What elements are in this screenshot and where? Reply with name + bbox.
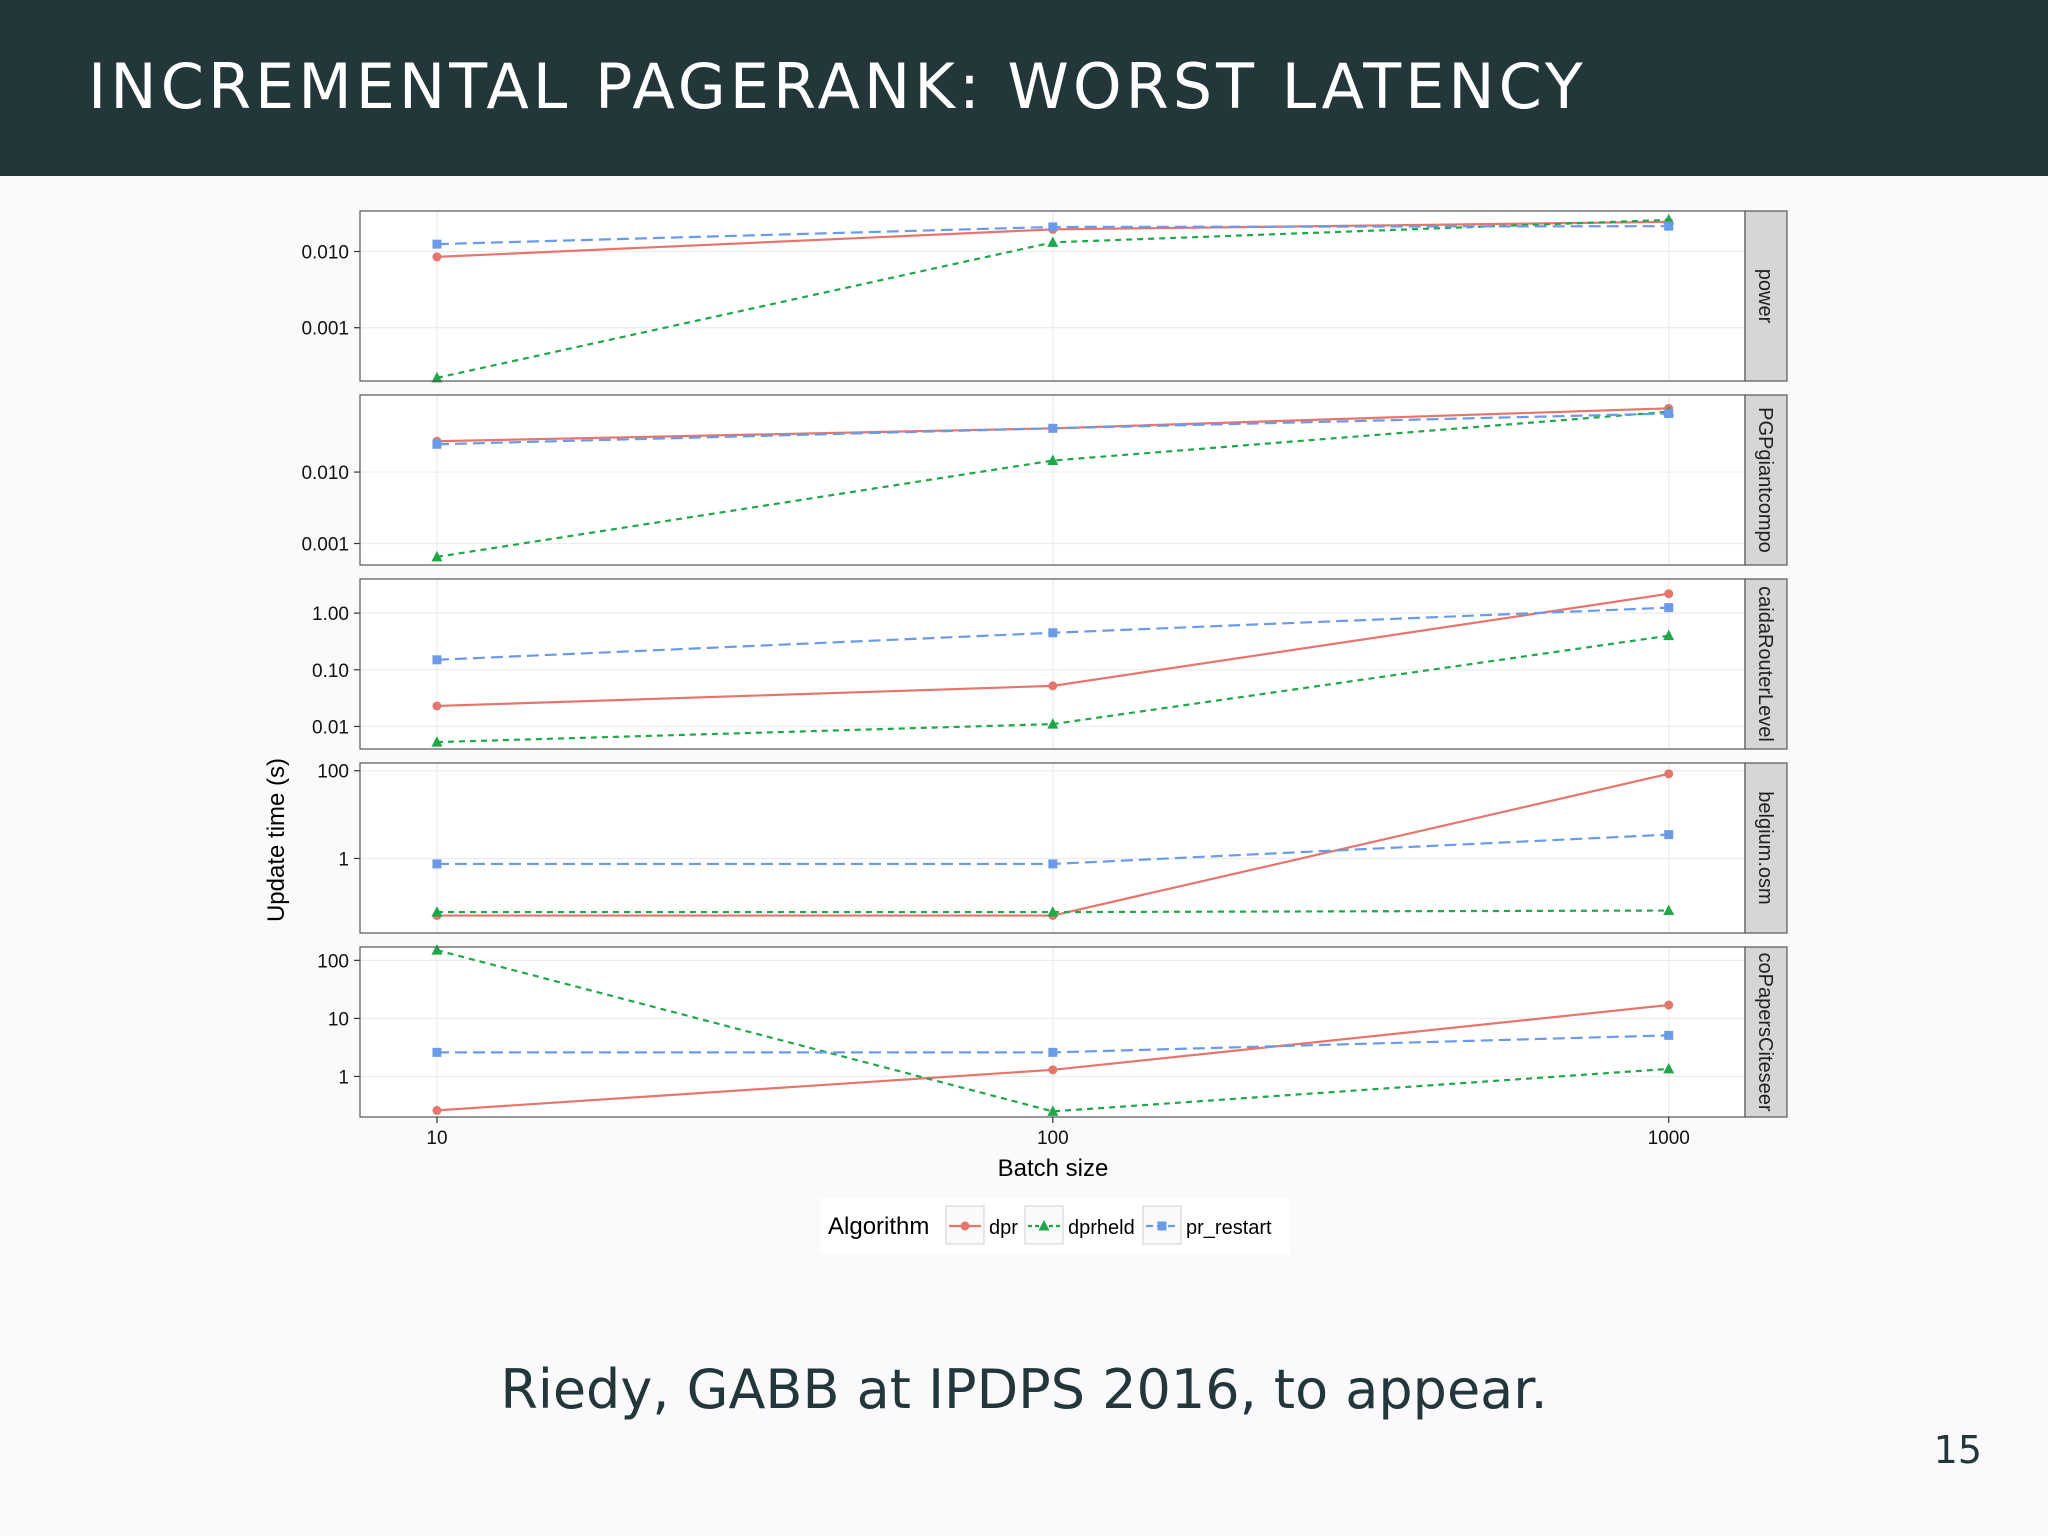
panel-copapersciteseer: 100 10 1 coPapersCiteseer [317, 944, 1788, 1118]
y-tick-label: 1 [338, 849, 349, 870]
data-point-dprheld [1047, 718, 1059, 729]
data-point-pr-restart [432, 859, 442, 869]
data-point-dprheld [431, 550, 443, 562]
slide-title: INCREMENTAL PAGERANK: WORST LATENCY [88, 50, 1587, 123]
data-point-pr-restart [1664, 409, 1674, 419]
data-point-dpr [1048, 681, 1058, 691]
y-axis-label: Update time (s) [263, 758, 290, 922]
data-point-dprheld [431, 944, 443, 955]
y-tick-label: 0.10 [312, 661, 349, 682]
legend-key-marker [960, 1221, 970, 1231]
y-tick-label: 100 [317, 762, 349, 783]
legend-key-marker [1157, 1221, 1167, 1231]
citation-caption: Riedy, GABB at IPDPS 2016, to appear. [500, 1358, 1548, 1421]
panels-layer: 0.010 0.001 power 0.010 0.001 PGPgiantcompo 1.… [301, 210, 1788, 1118]
data-point-dpr [1048, 1065, 1058, 1075]
legend-title: Algorithm [828, 1213, 929, 1240]
series-line-dprheld [436, 410, 1669, 558]
data-point-dpr [1664, 769, 1674, 779]
y-tick-label: 0.001 [301, 319, 349, 340]
facet-label: PGPgiantcompo [1754, 407, 1776, 553]
y-tick-label: 1 [338, 1067, 349, 1088]
data-point-dpr [432, 1105, 442, 1115]
data-point-pr-restart [432, 1047, 442, 1057]
page-number: 15 [1933, 1428, 1982, 1472]
title-bar: INCREMENTAL PAGERANK: WORST LATENCY [0, 0, 2048, 176]
x-tick-label: 10 [426, 1128, 447, 1149]
data-point-dprheld [1047, 1105, 1059, 1116]
y-tick-label: 1.00 [312, 604, 349, 625]
data-point-dprheld [431, 736, 443, 747]
data-point-pr-restart [432, 655, 442, 665]
x-tick-label: 1000 [1648, 1128, 1690, 1149]
legend-entry-dpr: dpr [945, 1205, 1018, 1245]
x-axis-label: Batch size [998, 1155, 1109, 1182]
legend-entry-pr-restart: pr_restart [1142, 1205, 1272, 1245]
facet-strip [1744, 762, 1788, 934]
data-point-pr-restart [432, 239, 442, 249]
legend: Algorithm dpr dprheld pr_restart [820, 1198, 1290, 1254]
panel-power: 0.010 0.001 power [301, 210, 1788, 383]
chart-figure: 0.010 0.001 power 0.010 0.001 PGPgiantcompo 1.… [0, 176, 2048, 1276]
data-point-dprheld [1663, 1062, 1675, 1074]
panel-belgium-osm: 100 1 belgium.osm [317, 762, 1788, 934]
series-line-dprheld [436, 909, 1669, 914]
facet-strip [1744, 946, 1788, 1118]
series-line-dprheld [436, 949, 1669, 1113]
data-point-dprheld [1047, 454, 1059, 466]
data-point-dpr [1664, 589, 1674, 599]
data-point-dprheld [1663, 904, 1675, 916]
data-point-dprheld [431, 371, 443, 383]
y-tick-label: 10 [328, 1009, 349, 1030]
y-tick-label: 100 [317, 951, 349, 972]
legend-label: pr_restart [1186, 1217, 1272, 1239]
data-point-dprheld [1047, 236, 1059, 247]
facet-label: belgium.osm [1754, 791, 1776, 904]
data-point-pr-restart [1048, 628, 1058, 638]
data-point-dprheld [1663, 629, 1675, 641]
data-point-pr-restart [1664, 830, 1674, 840]
y-tick-label: 0.010 [301, 463, 349, 484]
data-point-pr-restart [1664, 603, 1674, 613]
data-point-dpr [432, 252, 442, 262]
legend-entry-dprheld: dprheld [1024, 1205, 1135, 1245]
data-point-dpr [1664, 1000, 1674, 1010]
data-point-pr-restart [1048, 1047, 1058, 1057]
y-tick-label: 0.001 [301, 534, 349, 555]
y-tick-label: 0.01 [312, 717, 349, 738]
legend-label: dpr [989, 1217, 1018, 1239]
data-point-pr-restart [1664, 1030, 1674, 1040]
data-point-pr-restart [432, 439, 442, 449]
facet-label: coPapersCiteseer [1754, 953, 1776, 1112]
legend-label: dprheld [1068, 1217, 1135, 1239]
facet-label: caidaRouterLevel [1754, 586, 1776, 742]
faceted-line-chart: 0.010 0.001 power 0.010 0.001 PGPgiantcompo 1.… [263, 210, 1788, 1254]
y-tick-label: 0.010 [301, 243, 349, 264]
facet-strip [1744, 210, 1788, 382]
facet-label: power [1754, 269, 1776, 324]
legend-key-marker [1038, 1220, 1050, 1231]
data-point-pr-restart [1664, 221, 1674, 231]
facet-strip [1744, 394, 1788, 566]
x-tick-label: 100 [1037, 1128, 1069, 1149]
data-point-dprheld [1047, 906, 1059, 917]
data-point-pr-restart [1048, 859, 1058, 869]
data-point-pr-restart [1048, 423, 1058, 433]
data-point-dprheld [431, 906, 443, 917]
data-point-pr-restart [1048, 222, 1058, 232]
panel-caidarouterlevel: 1.00 0.10 0.01 caidaRouterLevel [312, 578, 1788, 750]
panel-pgpgiantcompo: 0.010 0.001 PGPgiantcompo [301, 394, 1788, 566]
facet-strip [1744, 578, 1788, 750]
data-point-dpr [432, 701, 442, 711]
x-axis: 10 100 1000 [426, 1117, 1690, 1149]
